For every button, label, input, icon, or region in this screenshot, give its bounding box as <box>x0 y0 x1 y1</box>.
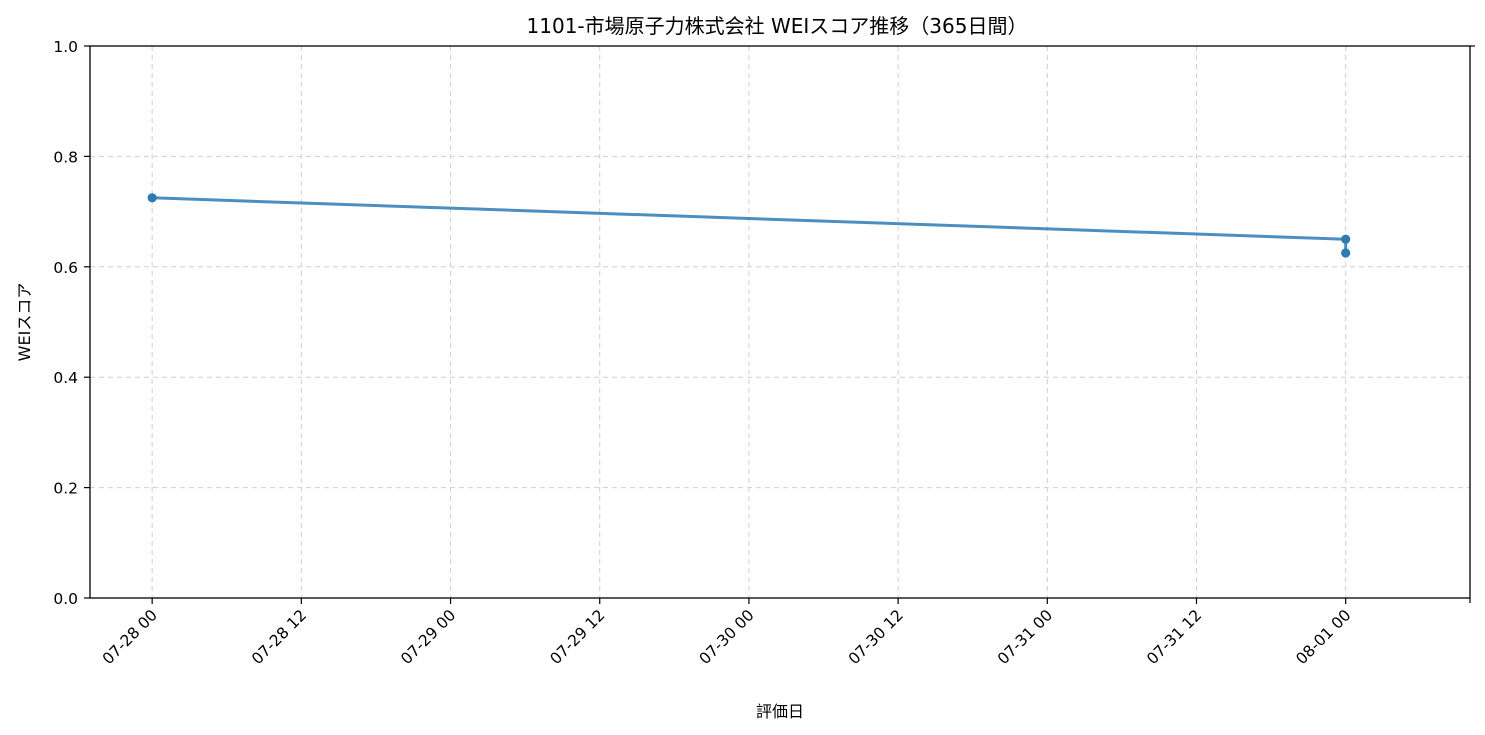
x-tick-label: 07-31 12 <box>1143 606 1205 668</box>
y-tick-label: 0.2 <box>53 480 78 498</box>
grid-lines <box>90 45 1470 599</box>
x-tick-label: 07-29 12 <box>547 606 609 668</box>
chart-title: 1101-市場原子力株式会社 WEIスコア推移（365日間） <box>527 14 1028 38</box>
x-tick-label: 08-01 00 <box>1292 606 1354 668</box>
x-tick-label: 07-30 00 <box>696 606 758 668</box>
y-axis-label: WEIスコア <box>15 283 34 362</box>
x-tick-label: 07-31 00 <box>994 606 1056 668</box>
y-tick-label: 0.8 <box>53 148 78 166</box>
y-tick-label: 0.6 <box>53 259 78 277</box>
x-tick-label: 07-28 12 <box>248 606 310 668</box>
plot-frame <box>89 45 1471 599</box>
x-tick-label: 07-30 12 <box>845 606 907 668</box>
data-point <box>147 193 157 203</box>
x-axis-label: 評価日 <box>756 702 804 721</box>
x-tick-label: 07-29 00 <box>397 606 459 668</box>
y-tick-label: 0.4 <box>53 369 78 387</box>
y-tick-label: 0.0 <box>53 590 78 608</box>
data-point <box>1341 248 1351 258</box>
axis-ticks: 0.0 0.2 0.4 0.6 0.8 1.0 07-28 00 07-28 12 07-29 … <box>53 38 1475 668</box>
x-tick-label: 07-28 00 <box>99 606 161 668</box>
data-point <box>1341 234 1351 244</box>
series-layer <box>147 193 1351 258</box>
y-tick-label: 1.0 <box>53 38 78 56</box>
